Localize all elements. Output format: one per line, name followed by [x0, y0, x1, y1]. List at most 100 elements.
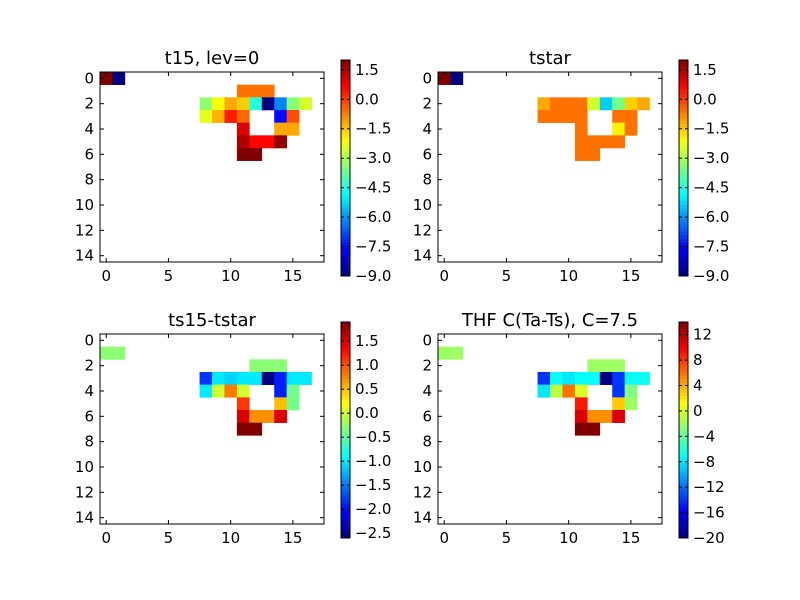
- y-tick-label: 12: [75, 483, 94, 501]
- heatmap-cell: [562, 372, 576, 385]
- colorbar-segment: [679, 511, 688, 515]
- x-tick-label: 0: [101, 267, 111, 285]
- colorbar-segment: [679, 406, 688, 411]
- panel-title: THF C(Ta-Ts), C=7.5: [461, 310, 638, 331]
- colorbar-segment: [341, 443, 350, 448]
- colorbar-segment: [679, 450, 688, 455]
- colorbar-segment: [341, 467, 350, 471]
- colorbar-segment: [341, 335, 350, 340]
- colorbar-segment: [679, 245, 688, 250]
- colorbar-segment: [679, 255, 688, 260]
- colorbar-segment: [341, 208, 350, 213]
- colorbar-segment: [679, 120, 688, 125]
- y-tick-label: 6: [84, 407, 94, 425]
- heatmap-cell: [624, 122, 638, 136]
- colorbar-segment: [679, 440, 688, 444]
- colorbar-segment: [341, 497, 350, 502]
- colorbar-segment: [679, 238, 688, 243]
- colorbar-tick-label: −7.5: [693, 238, 729, 256]
- colorbar-segment: [679, 480, 688, 485]
- colorbar-segment: [341, 399, 350, 404]
- y-tick-label: 0: [84, 331, 94, 349]
- x-tick-label: 15: [283, 267, 302, 285]
- heatmap-cell: [599, 97, 613, 111]
- heatmap-cell: [274, 410, 287, 423]
- heatmap-cell: [612, 97, 625, 111]
- heatmap-cell: [286, 122, 300, 136]
- colorbar-segment: [679, 419, 688, 424]
- colorbar-segment: [341, 225, 350, 230]
- heatmap-cell: [537, 372, 551, 385]
- colorbar-segment: [341, 392, 350, 397]
- heatmap-cell: [587, 372, 601, 385]
- colorbar-segment: [341, 141, 350, 145]
- heatmap-cell: [299, 97, 312, 111]
- colorbar-segment: [341, 232, 350, 236]
- colorbar-tick-label: 1.5: [355, 332, 379, 350]
- x-tick-label: 5: [502, 267, 512, 285]
- heatmap-cell: [574, 384, 588, 398]
- heatmap-cell: [587, 135, 601, 149]
- colorbar-segment: [679, 117, 688, 122]
- colorbar-segment: [341, 379, 350, 384]
- colorbar-segment: [679, 399, 688, 404]
- heatmap-cell: [550, 372, 563, 385]
- colorbar-segment: [341, 249, 350, 253]
- colorbar-segment: [341, 396, 350, 401]
- colorbar-segment: [341, 83, 350, 88]
- panel-4: 0 5 10 15 0 2 4 6 8 10 12 14 THF C(Ta-Ts), C=7.5 12 8 4…: [413, 310, 725, 547]
- colorbar-segment: [679, 389, 688, 394]
- heatmap-cell: [212, 384, 225, 398]
- colorbar-segment: [679, 114, 688, 118]
- colorbar-tick-label: 0.5: [355, 380, 379, 398]
- heatmap-cell: [224, 110, 238, 123]
- colorbar-segment: [679, 517, 688, 522]
- heatmap-cell: [574, 110, 588, 123]
- y-tick-label: 2: [84, 95, 94, 113]
- heatmap-cell: [537, 110, 551, 123]
- colorbar-segment: [341, 164, 350, 169]
- y-tick-label: 10: [413, 196, 432, 214]
- colorbar-segment: [341, 130, 350, 135]
- heatmap-cell: [236, 372, 250, 385]
- y-tick-label: 12: [413, 221, 432, 239]
- colorbar-tick-label: 4: [693, 377, 703, 395]
- heatmap-cell: [199, 384, 213, 398]
- colorbar-segment: [341, 124, 350, 128]
- y-tick-label: 10: [75, 458, 94, 476]
- heatmap-cell: [612, 372, 625, 385]
- colorbar-segment: [341, 198, 350, 203]
- colorbar-frame: [678, 321, 689, 539]
- heatmap-cell: [224, 372, 238, 385]
- x-tick-label: 15: [621, 529, 640, 547]
- colorbar-segment: [341, 97, 350, 101]
- colorbar-segment: [679, 507, 688, 512]
- colorbar-segment: [679, 352, 688, 357]
- colorbar-segment: [679, 345, 688, 350]
- heatmap-cell: [261, 372, 275, 385]
- colorbar-segment: [679, 87, 688, 91]
- colorbar-segment: [341, 534, 350, 539]
- colorbar-tick-label: −7.5: [355, 238, 391, 256]
- colorbar-segment: [341, 144, 350, 149]
- colorbar-segment: [341, 188, 350, 193]
- colorbar-segment: [341, 524, 350, 529]
- colorbar-tick-label: 12: [693, 326, 712, 344]
- heatmap-cell: [236, 148, 250, 161]
- axes-frame: [99, 333, 325, 525]
- heatmap-cell: [249, 97, 263, 111]
- heatmap-cell: [249, 135, 263, 149]
- heatmap-cell: [199, 97, 213, 111]
- y-tick-label: 8: [422, 171, 432, 189]
- colorbar-segment: [341, 473, 350, 478]
- heatmap-cell: [261, 410, 275, 423]
- heatmap-cell: [587, 410, 601, 423]
- colorbar-segment: [341, 137, 350, 142]
- colorbar-segment: [679, 426, 688, 431]
- colorbar-segment: [679, 151, 688, 155]
- colorbar-segment: [341, 211, 350, 216]
- colorbar-tick-label: 0.0: [355, 90, 379, 108]
- heatmap-cell: [236, 97, 250, 111]
- colorbar-tick-label: −0.5: [355, 428, 391, 446]
- colorbar-segment: [679, 433, 688, 438]
